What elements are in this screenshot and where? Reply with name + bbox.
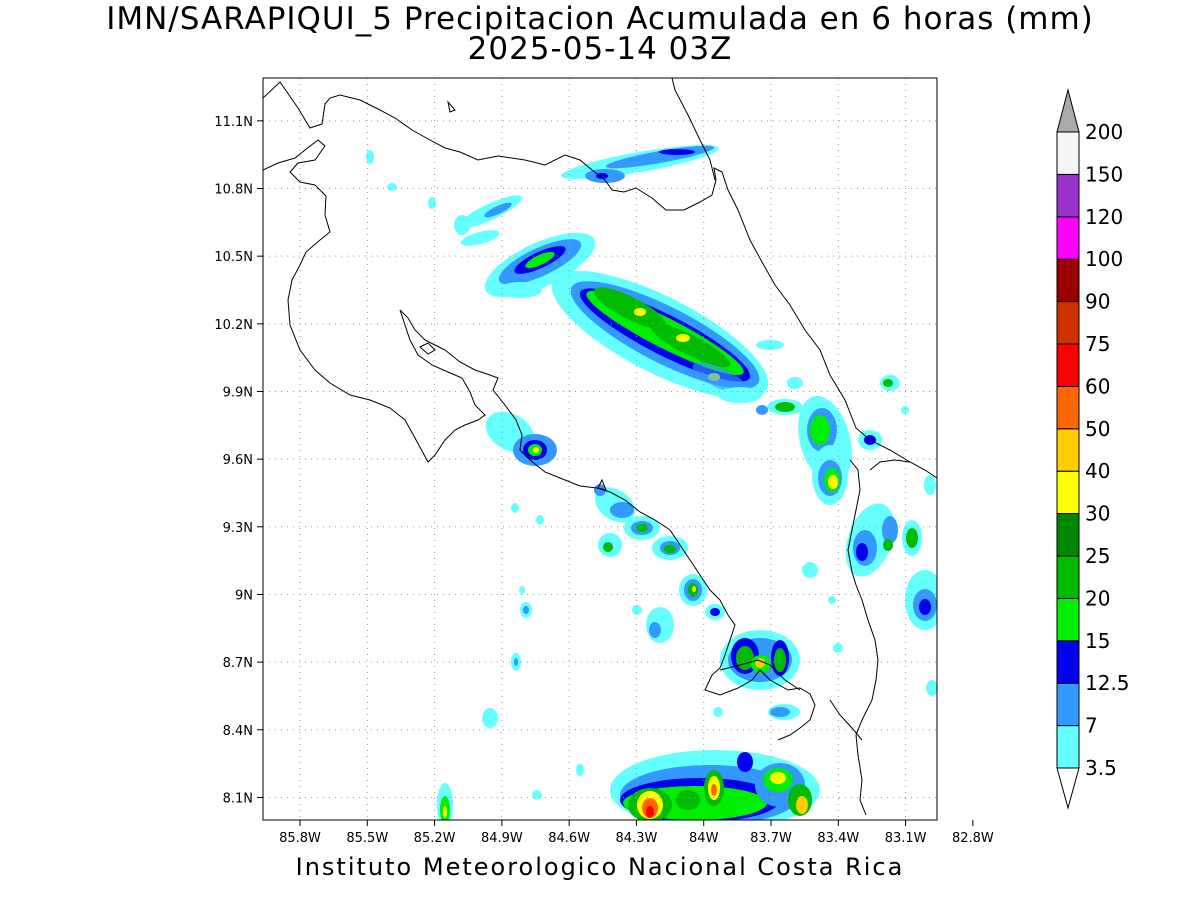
map-grid [263,78,937,820]
colorbar: 3.5 7 12.5 15 20 25 30 40 50 60 75 90 100 120 150 200 [1056,88,1130,810]
y-tick-label: 10.2N [214,318,253,333]
y-tick-label: 10.8N [214,183,253,198]
colorbar-label: 50 [1085,417,1110,441]
x-tick-label: 83.4W [817,831,859,846]
precipitation-field [366,144,937,820]
colorbar-swatch [1056,513,1080,557]
x-tick-label: 85.2W [414,831,456,846]
y-tick-label: 10.5N [214,250,253,265]
x-tick-label: 84.6W [548,831,590,846]
y-tick-label: 11.1N [214,115,253,130]
colorbar-swatch [1056,470,1080,515]
colorbar-label: 30 [1085,502,1110,526]
colorbar-swatch [1056,343,1080,387]
colorbar-label: 120 [1085,205,1123,229]
colorbar-swatch [1056,131,1080,175]
colorbar-swatch [1056,640,1080,684]
colorbar-under-arrow [1056,767,1080,810]
colorbar-label: 25 [1085,544,1110,568]
colorbar-label: 7 [1085,714,1098,738]
colorbar-label: 20 [1085,586,1110,610]
y-tick-label: 8.7N [223,656,253,671]
colorbar-swatch [1056,216,1080,260]
colorbar-label: 150 [1085,162,1123,186]
latitude-axis: 11.1N 10.8N 10.5N 10.2N 9.9N 9.6N 9.3N 9N 8.7N 8.… [214,115,263,806]
chart-subtitle: 2025-05-14 03Z [467,31,733,67]
colorbar-label: 60 [1085,374,1110,398]
colorbar-label: 90 [1085,290,1110,314]
y-tick-label: 9.9N [223,385,253,400]
longitude-axis: 85.8W 85.5W 85.2W 84.9W 84.6W 84.3W 84W 83.7W 83… [279,820,994,846]
plot-frame [262,77,938,821]
colorbar-label: 40 [1085,459,1110,483]
x-tick-label: 83.7W [750,831,792,846]
x-tick-label: 85.5W [346,831,388,846]
x-tick-label: 82.8W [952,831,994,846]
colorbar-swatch [1056,301,1080,345]
y-tick-label: 9N [235,588,253,603]
y-tick-label: 8.4N [223,724,253,739]
colorbar-label: 15 [1085,629,1110,653]
coastline [263,78,937,816]
colorbar-swatch [1056,428,1080,472]
chart-title: IMN/SARAPIQUI_5 Precipitacion Acumulada … [106,1,1094,37]
colorbar-label: 12.5 [1085,671,1130,695]
colorbar-swatch [1056,173,1080,218]
x-tick-label: 84.3W [616,831,658,846]
footer-credit: Instituto Meteorologico Nacional Costa R… [295,853,905,881]
x-tick-label: 84W [689,831,719,846]
x-tick-label: 85.8W [279,831,321,846]
colorbar-swatch [1056,258,1080,303]
colorbar-swatch [1056,682,1080,727]
colorbar-swatch [1056,725,1080,769]
colorbar-label: 3.5 [1085,756,1117,780]
x-tick-label: 84.9W [481,831,523,846]
colorbar-over-arrow [1056,88,1080,133]
y-tick-label: 9.6N [223,453,253,468]
colorbar-label: 75 [1085,332,1110,356]
colorbar-swatch [1056,555,1080,599]
colorbar-label: 100 [1085,247,1123,271]
y-tick-label: 9.3N [223,521,253,536]
y-tick-label: 8.1N [223,791,253,806]
colorbar-label: 200 [1085,120,1123,144]
x-tick-label: 83.1W [885,831,927,846]
colorbar-swatch [1056,597,1080,642]
colorbar-swatch [1056,385,1080,430]
